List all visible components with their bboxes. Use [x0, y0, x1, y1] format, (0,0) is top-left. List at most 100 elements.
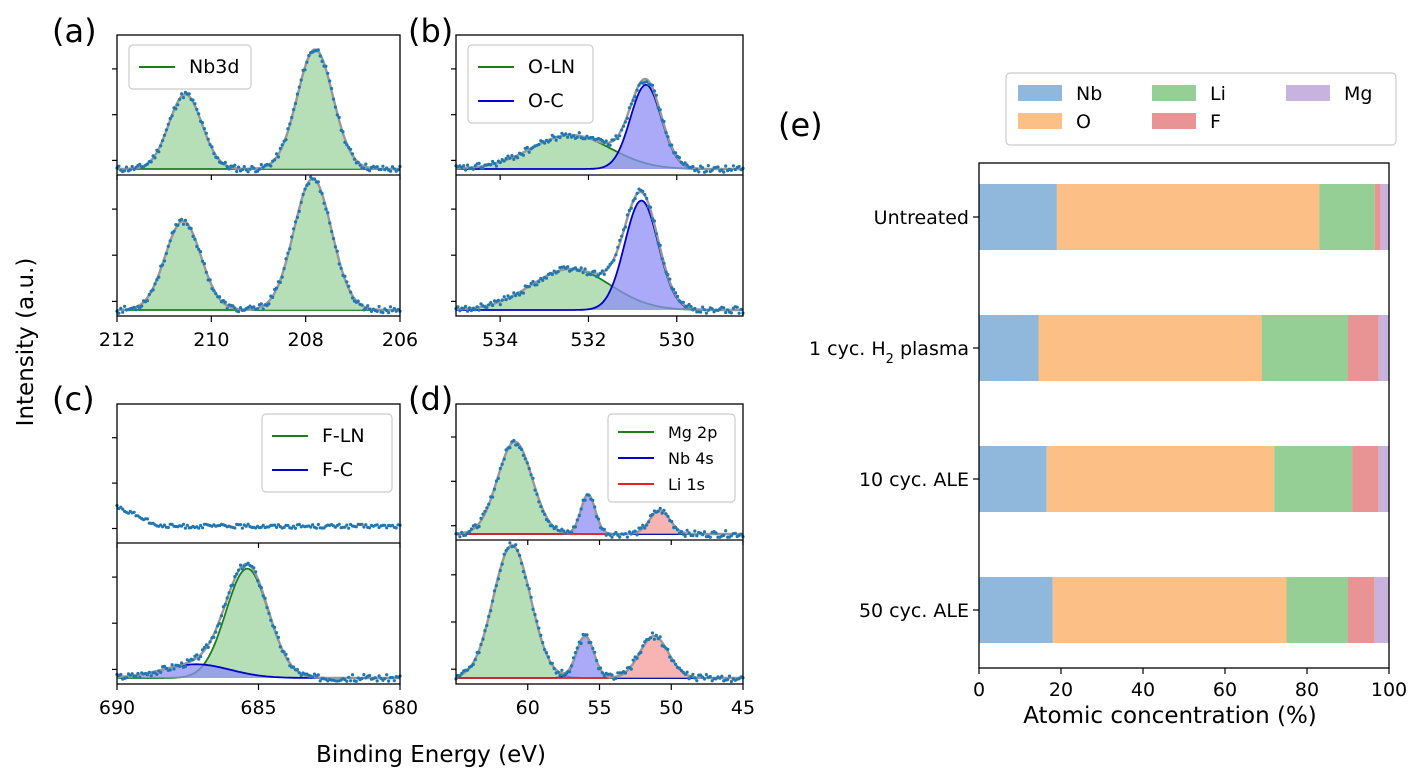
data-point [514, 543, 518, 547]
data-point [195, 653, 199, 657]
data-point [623, 225, 628, 229]
data-point [212, 635, 216, 639]
data-point [375, 165, 379, 169]
data-point [320, 59, 324, 64]
data-point [546, 655, 551, 659]
data-point [675, 528, 680, 532]
data-point [162, 259, 167, 263]
legend-label: Li 1s [668, 475, 705, 494]
panel-e-x-axis-label: Atomic concentration (%) [1023, 703, 1317, 729]
data-point [687, 302, 691, 307]
x-tick-label: 55 [587, 697, 611, 719]
data-point [216, 624, 220, 628]
data-point [166, 122, 170, 126]
legend-swatch-o [1018, 113, 1062, 129]
data-point [337, 262, 341, 266]
data-point [689, 675, 693, 679]
data-point [385, 526, 389, 530]
bar-nb [979, 184, 1057, 250]
data-point [330, 86, 334, 91]
data-point [347, 526, 351, 530]
data-point [347, 675, 351, 679]
data-point [261, 523, 265, 528]
data-point [383, 677, 387, 681]
data-point [134, 308, 138, 312]
data-point [500, 462, 504, 466]
shared-x-axis-label: Binding Energy (eV) [316, 742, 546, 768]
panel-e-frame [978, 162, 1390, 669]
data-point [274, 525, 279, 530]
data-point [573, 651, 578, 655]
data-point [693, 529, 697, 533]
data-point [679, 529, 684, 534]
data-point [318, 189, 322, 194]
data-point [256, 579, 260, 583]
data-point [164, 666, 168, 671]
data-point [466, 163, 470, 167]
data-point [733, 531, 737, 535]
data-point [328, 221, 332, 225]
data-point [290, 115, 294, 120]
data-point [195, 107, 199, 111]
data-point [280, 143, 284, 147]
data-point [666, 647, 670, 652]
data-point [297, 209, 301, 213]
data-point [648, 636, 653, 640]
bar-mg [1380, 184, 1389, 250]
data-point [345, 280, 349, 284]
data-point [204, 270, 208, 274]
data-point [610, 260, 614, 264]
data-point [489, 301, 493, 305]
data-point [683, 534, 687, 538]
data-point [274, 152, 279, 156]
data-point [674, 662, 678, 667]
data-point [491, 159, 495, 164]
data-point [354, 525, 358, 529]
bar-f [1348, 577, 1375, 643]
data-point [706, 308, 710, 312]
data-point [502, 295, 506, 299]
data-point [366, 304, 370, 308]
data-point [714, 531, 718, 535]
data-point [311, 523, 315, 527]
data-point [123, 169, 127, 173]
data-point [672, 659, 676, 663]
category-label: Untreated [874, 207, 969, 229]
data-point [683, 672, 687, 676]
data-point [535, 492, 539, 496]
data-point [343, 274, 347, 278]
data-point [593, 269, 597, 273]
x-tick-label: 45 [731, 697, 755, 719]
legend-label: O [1076, 111, 1091, 133]
data-point [710, 168, 714, 172]
data-point [379, 167, 383, 172]
data-point [564, 531, 568, 536]
data-point [504, 298, 508, 302]
data-point [585, 134, 589, 138]
data-point [292, 665, 296, 669]
legend-label: Li [1210, 83, 1226, 105]
data-point [660, 257, 664, 261]
data-point [335, 249, 339, 253]
data-point [164, 252, 168, 256]
data-point [706, 164, 710, 168]
data-point [197, 112, 201, 116]
legend-label: Nb [1076, 83, 1102, 105]
data-point [722, 533, 726, 538]
data-point [627, 530, 632, 534]
data-point [259, 162, 263, 167]
data-point [527, 587, 531, 591]
data-point [282, 650, 286, 654]
data-point [664, 512, 668, 516]
data-point [496, 577, 500, 581]
data-point [284, 138, 288, 142]
data-point [521, 453, 526, 457]
data-point [475, 305, 479, 309]
data-point [202, 127, 206, 131]
legend-swatch-nb [1018, 85, 1062, 101]
data-point [571, 656, 576, 660]
data-point [166, 244, 170, 248]
data-point [237, 310, 241, 314]
data-point [596, 273, 601, 277]
data-point [629, 667, 633, 671]
